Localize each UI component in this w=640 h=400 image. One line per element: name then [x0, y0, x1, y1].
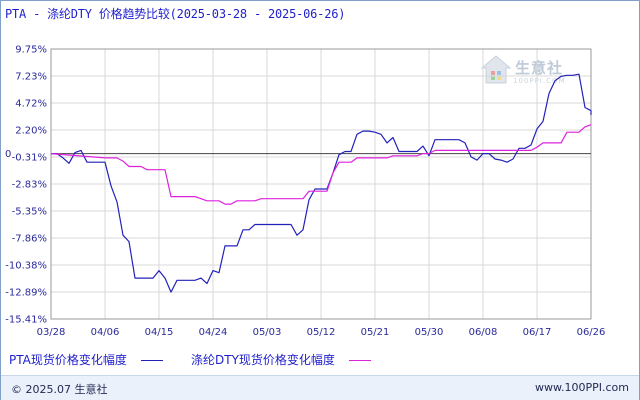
- y-tick-label: 4.72%: [15, 99, 47, 110]
- legend-item-dty: 涤纶DTY现货价格变化幅度: [191, 351, 371, 368]
- footer-url: www.100PPI.com: [535, 381, 629, 394]
- tick-layer: 9.75% 7.23% 4.72% 2.20% -0.31% -2.83% -5.35% -7…: [5, 45, 605, 339]
- logo-subtext: 100PPI.COM: [513, 77, 566, 85]
- x-tick-label: 04/15: [145, 327, 174, 338]
- chart-plot: 9.75% 7.23% 4.72% 2.20% -0.31% -2.83% -5.35% -7…: [5, 45, 605, 339]
- x-tick-label: 05/21: [361, 327, 390, 338]
- plot-border: [50, 48, 592, 320]
- x-tick-label: 05/30: [415, 327, 444, 338]
- x-tick-label: 05/12: [307, 327, 336, 338]
- chart-title: PTA - 涤纶DTY 价格趋势比较(2025-03-28 - 2025-06-…: [5, 7, 346, 21]
- grid-layer: [50, 48, 592, 320]
- x-tick-label: 03/28: [37, 327, 66, 338]
- y-tick-label: -7.86%: [12, 234, 47, 245]
- logo-text: 生意社: [515, 59, 564, 77]
- footer: © 2025.07 生意社 www.100PPI.com: [1, 375, 639, 400]
- series-layer: [50, 73, 592, 293]
- x-tick-label: 06/08: [469, 327, 498, 338]
- y-tick-label: -12.89%: [5, 288, 47, 299]
- legend-item-pta: PTA现货价格变化幅度: [9, 351, 163, 368]
- legend-label-dty: 涤纶DTY现货价格变化幅度: [191, 353, 335, 367]
- x-tick-label: 04/24: [199, 327, 228, 338]
- y-tick-label: -5.35%: [12, 207, 47, 218]
- zero-label: 0: [5, 149, 11, 160]
- series-line-dty: [50, 124, 592, 205]
- y-tick-label: -10.38%: [5, 261, 47, 272]
- x-tick-label: 06/26: [577, 327, 606, 338]
- x-tick-label: 06/17: [523, 327, 552, 338]
- legend-swatch-dty: [348, 360, 371, 361]
- x-tick-label: 04/06: [91, 327, 120, 338]
- footer-copyright: © 2025.07 生意社: [11, 383, 108, 396]
- y-tick-label: -15.41%: [5, 315, 47, 326]
- legend-swatch-pta: [140, 360, 163, 361]
- y-tick-label: 7.23%: [15, 72, 47, 83]
- y-tick-label: -0.31%: [12, 153, 47, 164]
- x-tick-label: 05/03: [253, 327, 282, 338]
- y-tick-label: 9.75%: [15, 45, 47, 56]
- y-tick-label: -2.83%: [12, 180, 47, 191]
- y-tick-label: 2.20%: [15, 126, 47, 137]
- legend-label-pta: PTA现货价格变化幅度: [9, 353, 127, 367]
- series-line-pta: [51, 73, 592, 293]
